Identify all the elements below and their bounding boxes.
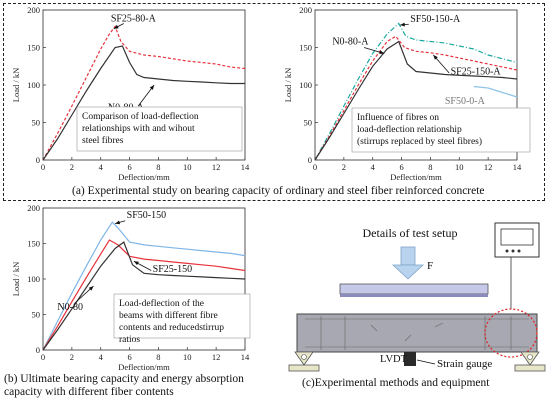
y-axis-label: Load / kN [283, 68, 293, 102]
arrow-head-icon [433, 55, 438, 60]
arrow-head-icon [379, 50, 385, 55]
y-axis-label: Load / kN [11, 262, 21, 296]
series-label: SF25-150 [153, 264, 192, 275]
series-line-n0-80 [42, 241, 246, 351]
chart-note: Comparison of load-deflection relationshi… [82, 111, 199, 146]
x-tick-label: 6 [399, 162, 403, 172]
left-support-icon [288, 351, 320, 372]
x-tick-label: 10 [455, 162, 464, 172]
monitor-icon [494, 222, 540, 258]
x-tick-label: 8 [156, 352, 160, 362]
load-label: F [427, 260, 433, 272]
series-line-sf25-150-a [314, 35, 518, 161]
setup-title: Details of test setup [363, 226, 458, 240]
series-label: SF50-150 [127, 210, 166, 221]
x-tick-label: 8 [156, 162, 160, 172]
panel-a-frame [3, 3, 545, 201]
x-tick-label: 14 [241, 352, 250, 362]
strain-gauge-label: Strain gauge [437, 358, 492, 370]
x-tick-label: 12 [212, 162, 221, 172]
y-tick-label: 0 [36, 155, 40, 165]
x-tick-label: 2 [70, 162, 74, 172]
y-tick-label: 150 [27, 43, 40, 53]
x-tick-label: 0 [313, 162, 317, 172]
y-tick-label: 100 [27, 274, 40, 284]
x-axis-label: Deflection/mm [118, 172, 170, 182]
chart-note: Influence of fibres on load-deflection re… [357, 112, 482, 147]
x-tick-label: 8 [428, 162, 432, 172]
x-tick-label: 4 [99, 162, 104, 172]
x-axis-label: Deflection/mm [390, 172, 442, 182]
note-box [351, 107, 531, 153]
x-tick-label: 10 [183, 162, 192, 172]
caption-b: (b) Ultimate bearing capacity and energy… [4, 373, 244, 398]
test-setup-diagram: Details of test setup F [285, 215, 547, 375]
series-line-sf25-80-a [42, 25, 246, 161]
x-tick-label: 4 [371, 162, 376, 172]
note-box [76, 106, 243, 152]
chart-a1: 0 2 4 6 8 10 12 14 0 50 100 150 200 Deflection/mm Load… [11, 5, 250, 182]
chart-a2: 0 2 4 6 8 10 12 14 0 50 100 150 200 Deflection/mm Load… [283, 5, 531, 182]
x-axis-label: Deflection/mm [118, 362, 170, 372]
x-tick-label: 12 [484, 162, 493, 172]
caption-c: (c)Experimental methods and equipment [302, 377, 490, 389]
x-tick-label: 2 [342, 162, 346, 172]
chart-b: 0 2 4 6 8 10 12 14 0 50 100 150 200 Deflection/mm Load… [11, 203, 251, 372]
right-support-icon [514, 351, 546, 372]
note-box [113, 293, 251, 339]
loading-plate [339, 283, 489, 295]
series-line-n0-80-a [314, 40, 518, 161]
x-tick-label: 14 [241, 162, 250, 172]
x-tick-label: 2 [70, 352, 74, 362]
series-label: SF25-80-A [111, 13, 157, 24]
y-tick-label: 100 [299, 80, 312, 90]
y-tick-label: 100 [27, 80, 40, 90]
load-arrow-icon [391, 246, 425, 280]
series-label: N0-80 [57, 302, 83, 313]
x-tick-label: 6 [127, 352, 131, 362]
x-tick-label: 12 [212, 352, 221, 362]
concrete-beam [296, 313, 538, 353]
series-line-sf25-150 [42, 239, 246, 351]
y-tick-label: 0 [308, 155, 312, 165]
series-label: N0-80-A [332, 37, 369, 48]
y-axis-label: Load / kN [11, 68, 21, 102]
y-tick-label: 50 [32, 118, 41, 128]
x-tick-label: 10 [183, 352, 192, 362]
x-tick-label: 14 [513, 162, 522, 172]
series-line-sf50-0-a [473, 85, 518, 98]
y-tick-label: 50 [32, 310, 41, 320]
arrow-head-icon [113, 24, 119, 29]
arrow-head-icon [400, 22, 405, 27]
series-label: SF50-150-A [410, 14, 461, 25]
arrow-head-icon [88, 286, 94, 291]
chart-note: Load-deflection of the beams with differe… [119, 298, 224, 345]
x-tick-label: 0 [41, 162, 45, 172]
x-tick-label: 4 [99, 352, 104, 362]
series-label: SF25-150-A [451, 67, 502, 78]
y-tick-label: 50 [304, 118, 313, 128]
series-line-n0-80-a [42, 45, 245, 161]
x-tick-label: 6 [127, 162, 131, 172]
detail-circle [484, 308, 538, 358]
x-tick-label: 0 [41, 352, 45, 362]
y-tick-label: 150 [299, 43, 312, 53]
arrow-head-icon [133, 261, 139, 266]
lvdt-label: LVDT [380, 354, 408, 365]
y-tick-label: 200 [299, 5, 312, 15]
y-tick-label: 0 [36, 345, 40, 355]
arrow-head-icon [149, 85, 155, 90]
series-label: SF50-0-A [445, 96, 486, 107]
series-line-sf50-150 [42, 221, 246, 351]
arrow-head-icon [115, 220, 121, 225]
caption-a: (a) Experimental study on bearing capaci… [72, 185, 485, 197]
series-line-sf50-150-a [314, 22, 518, 161]
lvdt-sensor [404, 352, 416, 366]
y-tick-label: 150 [27, 239, 40, 249]
y-tick-label: 200 [27, 203, 40, 213]
y-tick-label: 200 [27, 5, 40, 15]
